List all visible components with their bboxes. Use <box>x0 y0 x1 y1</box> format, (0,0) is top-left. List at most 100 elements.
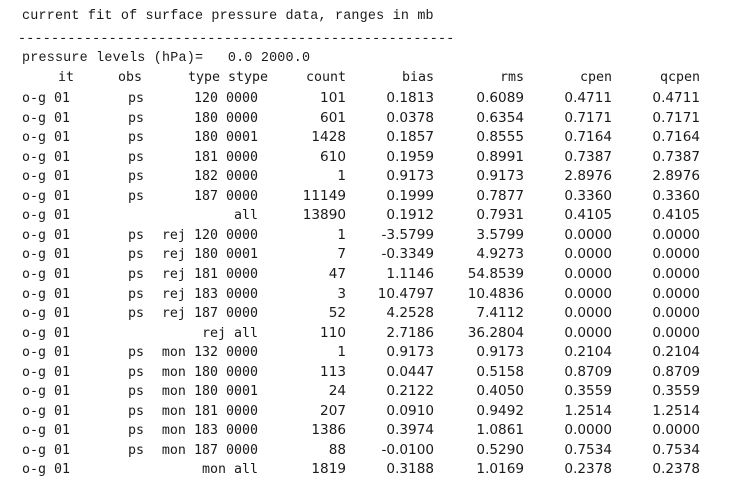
cell-bias: 0.2122 <box>386 383 434 400</box>
cell-type: rej 120 0000 <box>161 227 258 243</box>
cell-obs: ps <box>128 423 145 439</box>
cell-it: o-g 01 <box>22 306 71 322</box>
cell-count: 113 <box>320 363 346 380</box>
cell-bias: -0.0100 <box>381 441 434 458</box>
cell-obs: ps <box>128 403 145 419</box>
cell-count: 24 <box>328 383 346 400</box>
table-row: o-g 01 mon all 1819 0.3188 1.0169 0.2378 0.237… <box>0 460 744 479</box>
cell-qcpen: 0.0000 <box>652 226 700 243</box>
table-row: o-g 01 ps mon 187 0000 88 -0.0100 0.5290 0.753… <box>0 441 744 460</box>
header-qcpen: qcpen <box>659 70 700 85</box>
cell-cpen: 1.2514 <box>564 402 612 419</box>
cell-qcpen: 0.0000 <box>652 422 700 439</box>
cell-obs: ps <box>128 169 145 185</box>
cell-bias: 0.1857 <box>386 129 434 146</box>
cell-bias: 1.1146 <box>386 265 434 282</box>
cell-bias: 4.2528 <box>386 305 434 322</box>
cell-it: o-g 01 <box>22 130 71 146</box>
cell-bias: 0.3974 <box>386 422 434 439</box>
cell-rms: 4.9273 <box>476 246 524 263</box>
cell-qcpen: 0.3559 <box>652 383 700 400</box>
cell-it: o-g 01 <box>22 325 71 341</box>
cell-bias: -0.3349 <box>381 246 434 263</box>
cell-type: mon all <box>201 462 258 478</box>
header-it: it <box>57 70 74 85</box>
separator-line: ----------------------------------------… <box>18 32 454 47</box>
cell-it: o-g 01 <box>22 384 71 400</box>
cell-obs: ps <box>128 345 145 361</box>
table-row: o-g 01 ps mon 132 0000 1 0.9173 0.9173 0.2104 0… <box>0 343 744 362</box>
cell-count: 1 <box>337 344 346 361</box>
table-row: o-g 01 ps 182 0000 1 0.9173 0.9173 2.8976 2.89… <box>0 167 744 186</box>
cell-qcpen: 2.8976 <box>652 168 700 185</box>
cell-type: 180 0001 <box>161 130 258 146</box>
cell-bias: 10.4797 <box>377 285 434 302</box>
cell-rms: 1.0169 <box>476 461 524 478</box>
table-row: o-g 01 rej all 110 2.7186 36.2804 0.0000 0.000… <box>0 324 744 343</box>
cell-qcpen: 0.2378 <box>652 461 700 478</box>
table-row: o-g 01 ps 181 0000 610 0.1959 0.8991 0.7387 0.… <box>0 148 744 167</box>
cell-count: 52 <box>328 305 346 322</box>
cell-qcpen: 0.7387 <box>652 148 700 165</box>
cell-rms: 36.2804 <box>467 324 524 341</box>
cell-count: 601 <box>320 109 346 126</box>
cell-qcpen: 0.8709 <box>652 363 700 380</box>
cell-bias: 0.0910 <box>386 402 434 419</box>
cell-bias: 0.1959 <box>386 148 434 165</box>
cell-it: o-g 01 <box>22 188 71 204</box>
cell-type: 180 0000 <box>161 110 258 126</box>
cell-obs: ps <box>128 286 145 302</box>
cell-it: o-g 01 <box>22 364 71 380</box>
header-count: count <box>305 70 346 85</box>
cell-obs: ps <box>128 91 145 106</box>
cell-bias: -3.5799 <box>381 226 434 243</box>
cell-type: mon 180 0001 <box>161 384 258 400</box>
cell-rms: 10.4836 <box>467 285 524 302</box>
table-row: o-g 01 ps 187 0000 11149 0.1999 0.7877 0.3360… <box>0 187 744 206</box>
cell-it: o-g 01 <box>22 169 71 185</box>
cell-count: 3 <box>337 285 346 302</box>
cell-it: o-g 01 <box>22 91 71 106</box>
cell-bias: 0.9173 <box>386 344 434 361</box>
cell-rms: 0.9173 <box>476 168 524 185</box>
cell-rms: 0.6354 <box>476 109 524 126</box>
cell-bias: 0.1813 <box>386 90 434 106</box>
cell-obs: ps <box>128 384 145 400</box>
cell-count: 207 <box>320 402 346 419</box>
cell-count: 13890 <box>302 207 346 224</box>
cell-bias: 0.0447 <box>386 363 434 380</box>
cell-obs: ps <box>128 130 145 146</box>
cell-type: rej 181 0000 <box>161 266 258 282</box>
table-row: o-g 01 ps mon 181 0000 207 0.0910 0.9492 1.251… <box>0 402 744 421</box>
cell-it: o-g 01 <box>22 442 71 458</box>
cell-count: 7 <box>337 246 346 263</box>
cell-it: o-g 01 <box>22 345 71 361</box>
cell-cpen: 0.4105 <box>564 207 612 224</box>
cell-type: mon 132 0000 <box>161 345 258 361</box>
table-row: o-g 01 ps rej 180 0001 7 -0.3349 4.9273 0.0000… <box>0 245 744 264</box>
cell-type: mon 183 0000 <box>161 423 258 439</box>
cell-qcpen: 0.4711 <box>652 90 700 106</box>
table-row: o-g 01 ps rej 181 0000 47 1.1146 54.8539 0.000… <box>0 265 744 284</box>
cell-cpen: 0.0000 <box>564 285 612 302</box>
cell-rms: 3.5799 <box>476 226 524 243</box>
cell-obs: ps <box>128 266 145 282</box>
cell-type: rej 183 0000 <box>161 286 258 302</box>
column-header-row: it obs type stype count bias rms cpen qc… <box>0 68 744 87</box>
cell-it: o-g 01 <box>22 110 71 126</box>
cell-qcpen: 0.2104 <box>652 344 700 361</box>
cell-qcpen: 0.0000 <box>652 246 700 263</box>
cell-obs: ps <box>128 110 145 126</box>
cell-cpen: 0.7164 <box>564 129 612 146</box>
header-cpen: cpen <box>579 70 612 85</box>
cell-rms: 0.8991 <box>476 148 524 165</box>
pressure-levels-line: pressure levels (hPa)= 0.0 2000.0 <box>22 51 311 66</box>
cell-cpen: 0.0000 <box>564 246 612 263</box>
header-obs: obs <box>118 70 143 85</box>
cell-type: 120 0000 <box>161 91 258 106</box>
cell-it: o-g 01 <box>22 286 71 302</box>
header-bias: bias <box>401 70 434 85</box>
cell-cpen: 0.3360 <box>564 187 612 204</box>
cell-type: rej 187 0000 <box>161 306 258 322</box>
cell-type: rej 180 0001 <box>161 247 258 263</box>
